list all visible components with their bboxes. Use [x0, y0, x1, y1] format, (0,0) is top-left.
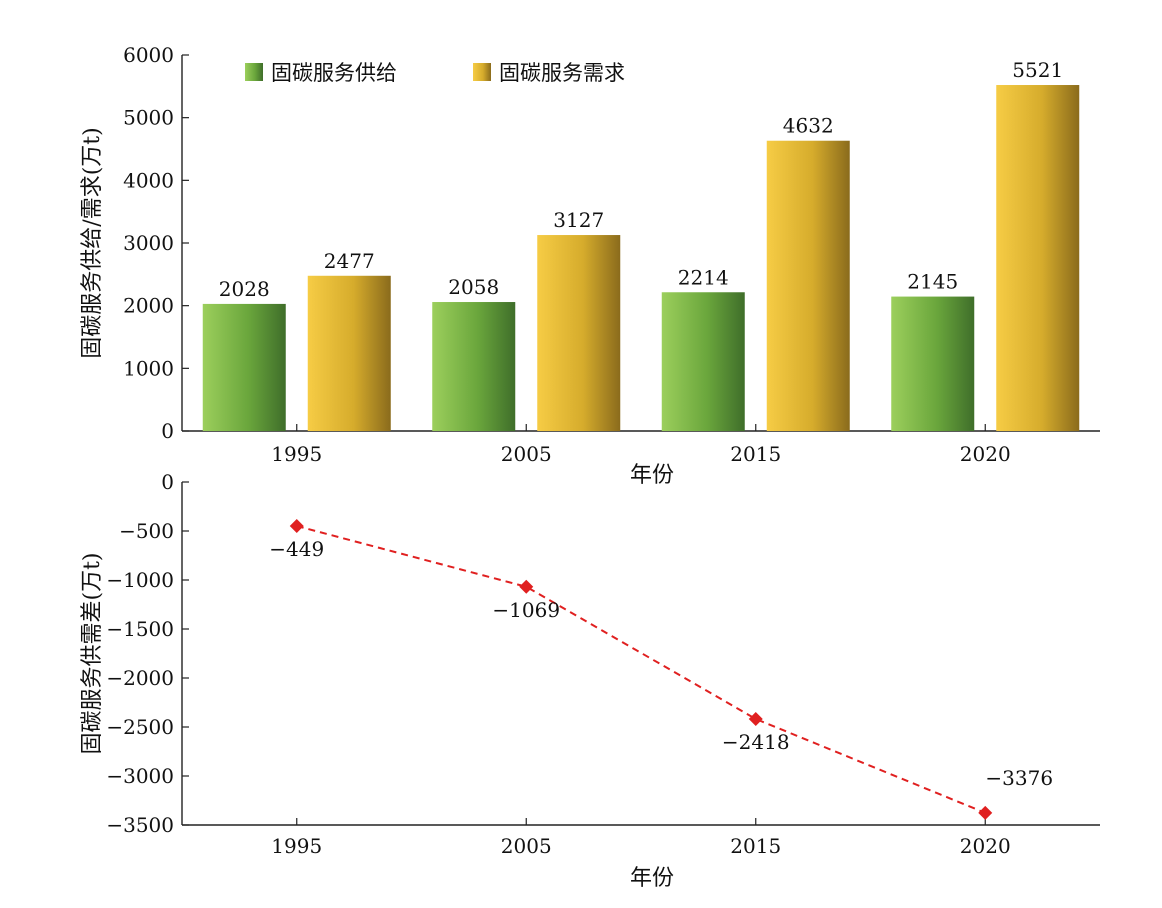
gap-data-label: −2418: [722, 730, 790, 754]
gap-point-marker: [978, 805, 993, 820]
bar-demand: [307, 275, 391, 431]
bar-data-label: 3127: [553, 208, 604, 232]
x-tick-label: 2015: [730, 442, 781, 466]
bar-supply: [891, 296, 975, 431]
y-tick-label: −2000: [106, 666, 174, 690]
bar-data-label: 2214: [678, 265, 729, 289]
bar-demand: [537, 235, 621, 431]
gap-data-label: −1069: [492, 598, 560, 622]
y-tick-label: −2500: [106, 715, 174, 739]
bar-demand: [996, 85, 1080, 431]
bar-data-label: 2477: [324, 249, 375, 273]
bar-data-label: 2145: [907, 270, 958, 294]
legend-swatch-supply: [245, 63, 263, 81]
bar-supply: [661, 292, 745, 431]
bar-supply: [432, 302, 516, 431]
x-tick-label: 2020: [960, 442, 1011, 466]
x-tick-label: 2020: [960, 834, 1011, 858]
y-tick-label: 1000: [123, 356, 174, 380]
y-tick-label: −1500: [106, 617, 174, 641]
legend-swatch-demand: [473, 63, 491, 81]
x-tick-label: 2005: [501, 834, 552, 858]
y-tick-label: 2000: [123, 294, 174, 318]
y-axis-title: 固碳服务供需差(万t): [80, 552, 105, 754]
gap-data-label: −449: [269, 537, 324, 561]
x-tick-label: 2015: [730, 834, 781, 858]
bar-supply: [202, 303, 286, 431]
y-tick-label: −3500: [106, 813, 174, 837]
gap-series-line: [296, 525, 986, 814]
supply-demand-gap-line-chart: 0 −500 −1000 −1500 −2000 −2500 −3000 −3500 1995 2…: [80, 470, 1100, 891]
y-axis-title: 固碳服务供给/需求(万t): [80, 127, 105, 358]
y-tick-label: 6000: [123, 43, 174, 67]
y-tick-label: 5000: [123, 106, 174, 130]
y-tick-label: 4000: [123, 168, 174, 192]
y-tick-label: 0: [161, 419, 174, 443]
gap-point-marker: [519, 579, 534, 594]
y-tick-label: −3000: [106, 764, 174, 788]
legend-label: 固碳服务供给: [271, 61, 397, 85]
x-axis-title: 年份: [630, 866, 674, 891]
supply-demand-bar-chart: 0 1000 2000 3000 4000 5000 6000 1995 2028 2477 200…: [80, 43, 1100, 488]
gap-point-marker: [748, 711, 763, 726]
x-tick-label: 1995: [271, 834, 322, 858]
gap-point-marker: [289, 519, 304, 534]
y-tick-label: −500: [119, 519, 174, 543]
bar-data-label: 4632: [783, 114, 834, 138]
bar-data-label: 5521: [1012, 58, 1063, 82]
x-tick-label: 2005: [501, 442, 552, 466]
bar-data-label: 2058: [448, 275, 499, 299]
x-tick-label: 1995: [271, 442, 322, 466]
gap-data-label: −3376: [985, 766, 1053, 790]
y-tick-label: 3000: [123, 231, 174, 255]
y-tick-label: 0: [161, 470, 174, 494]
bar-demand: [766, 140, 850, 431]
y-tick-label: −1000: [106, 568, 174, 592]
bar-data-label: 2028: [219, 277, 270, 301]
legend-label: 固碳服务需求: [499, 61, 625, 85]
x-axis-title: 年份: [630, 463, 674, 488]
